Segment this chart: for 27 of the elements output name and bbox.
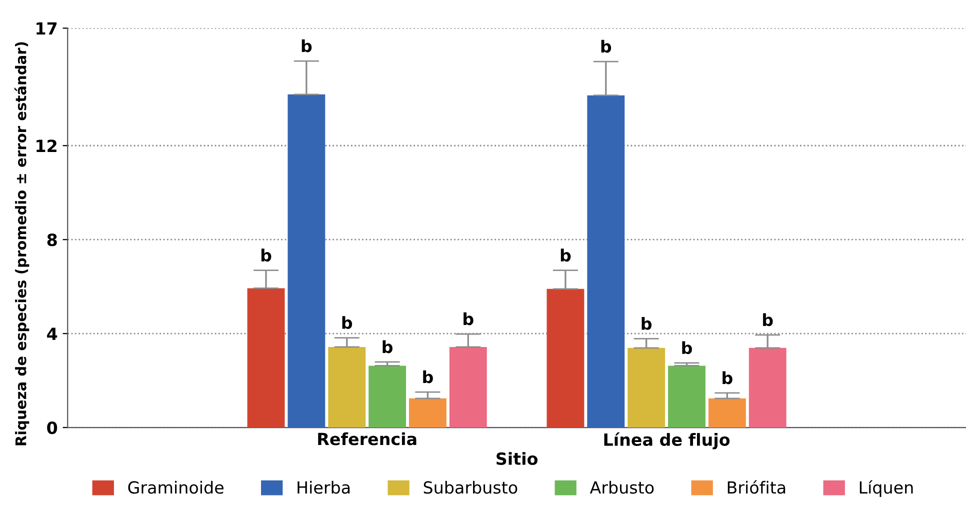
y-tick-label: 0 — [47, 421, 58, 434]
y-tick-label: 4 — [47, 328, 58, 340]
data-label: b — [642, 317, 652, 330]
x-axis-title: Sitio — [496, 452, 538, 465]
legend-label: Graminoide — [128, 480, 224, 494]
legend-label: Hierba — [298, 480, 350, 494]
x-tick-label: Línea de flujo — [604, 432, 730, 450]
y-axis-title: Riqueza de especies (promedio ± error estándar) — [14, 42, 30, 446]
legend-label: Arbusto — [590, 480, 654, 494]
data-label: b — [302, 39, 312, 52]
y-tick-label: 8 — [47, 234, 57, 246]
data-label: b — [601, 40, 612, 53]
legend-label: Briófita — [728, 480, 786, 494]
data-label: b — [382, 340, 393, 354]
data-label: b — [342, 316, 352, 329]
legend-label: Subarbusto — [424, 480, 518, 494]
data-label: b — [560, 248, 571, 262]
data-label: b — [464, 312, 474, 326]
data-label: b — [423, 370, 433, 384]
data-label: b — [261, 248, 272, 262]
data-label: b — [763, 313, 773, 326]
y-tick-label: 12 — [36, 140, 56, 152]
data-label: b — [682, 341, 692, 354]
data-label: b — [722, 371, 732, 384]
x-tick-label: Referencia — [318, 432, 416, 446]
y-tick-label: 17 — [36, 22, 57, 34]
legend-label: Líquen — [860, 480, 913, 497]
